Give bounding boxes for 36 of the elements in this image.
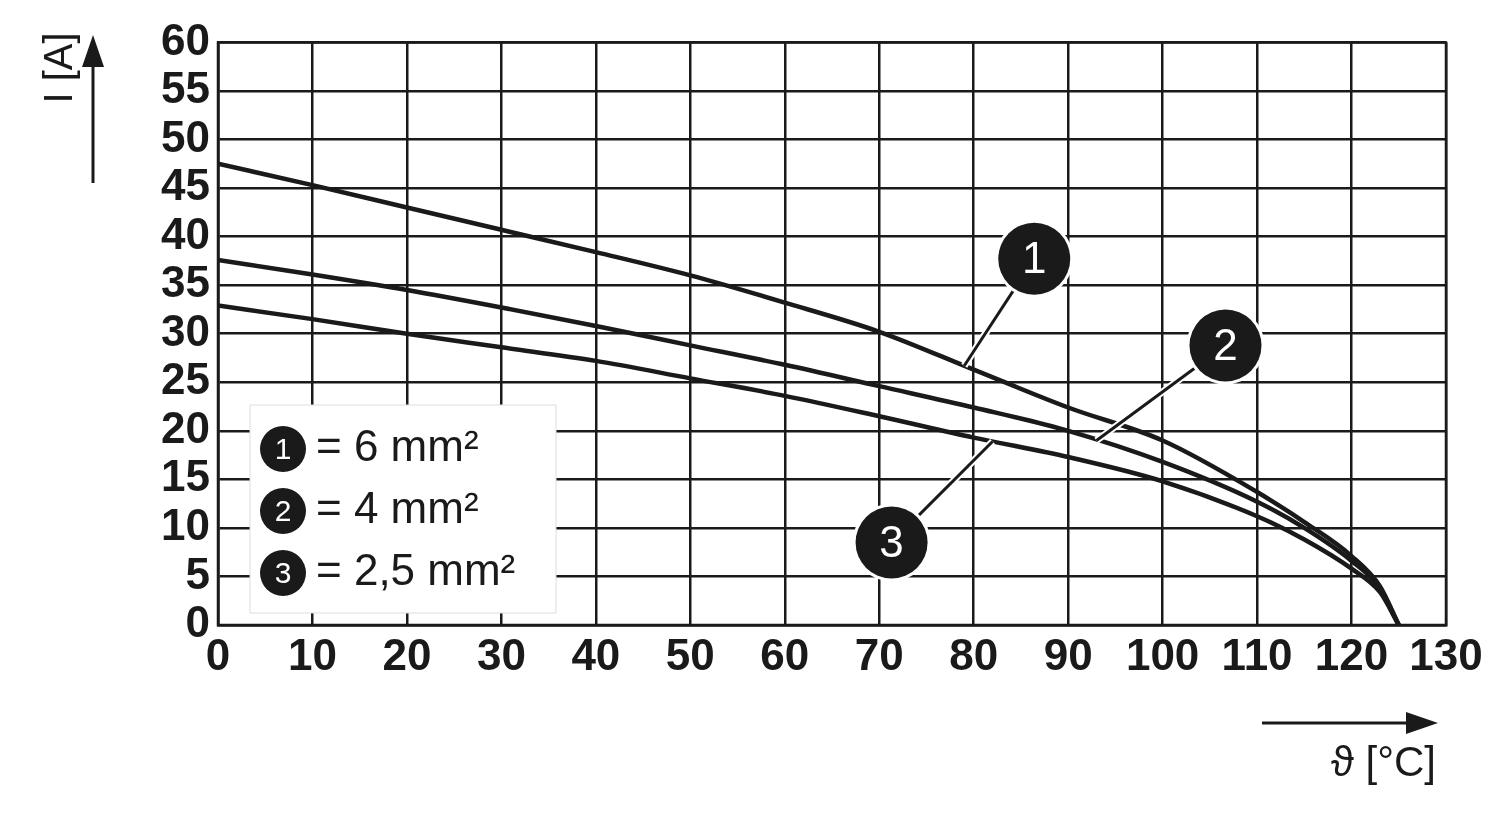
legend-label: = 6 mm² <box>316 421 479 471</box>
y-tick-label: 50 <box>161 111 210 161</box>
y-tick-label: 15 <box>161 451 210 501</box>
y-tick-label: 45 <box>161 160 210 210</box>
y-tick-label: 25 <box>161 354 210 404</box>
y-tick-label: 35 <box>161 257 210 307</box>
x-tick-label: 50 <box>665 629 715 679</box>
x-axis-title: ϑ [°C] <box>1330 738 1436 786</box>
x-tick-label: 110 <box>1221 629 1293 679</box>
x-tick-label: 130 <box>1409 629 1483 679</box>
legend-label: = 2,5 mm² <box>316 545 516 595</box>
annotation: 2 <box>1213 319 1238 369</box>
x-tick-label: 30 <box>476 629 526 679</box>
x-tick-label: 70 <box>854 629 904 679</box>
annotation: 3 <box>879 516 904 566</box>
x-tick-label: 90 <box>1043 629 1093 679</box>
x-tick-label: 60 <box>760 629 810 679</box>
y-tick-label: 5 <box>185 548 210 598</box>
text: 1 <box>274 432 292 466</box>
x-tick-label: 10 <box>287 629 337 679</box>
text: 3 <box>274 556 292 590</box>
x-tick-label: 100 <box>1125 629 1200 679</box>
x-tick-label: 120 <box>1314 629 1389 679</box>
annotation: 1 <box>1022 232 1047 282</box>
y-tick-label: 40 <box>161 208 210 258</box>
text: 2 <box>274 494 292 528</box>
x-tick-label: 20 <box>382 629 432 679</box>
legend-label: = 4 mm² <box>316 483 479 533</box>
x-tick-label: 80 <box>949 629 999 679</box>
y-tick-label: 55 <box>161 63 210 113</box>
y-tick-label: 60 <box>161 14 210 64</box>
y-axis-title: I [A] <box>36 31 80 106</box>
x-tick-label: 40 <box>571 629 621 679</box>
y-tick-label: 30 <box>161 305 210 355</box>
y-tick-label: 10 <box>161 500 210 550</box>
y-tick-label: 20 <box>161 402 210 452</box>
